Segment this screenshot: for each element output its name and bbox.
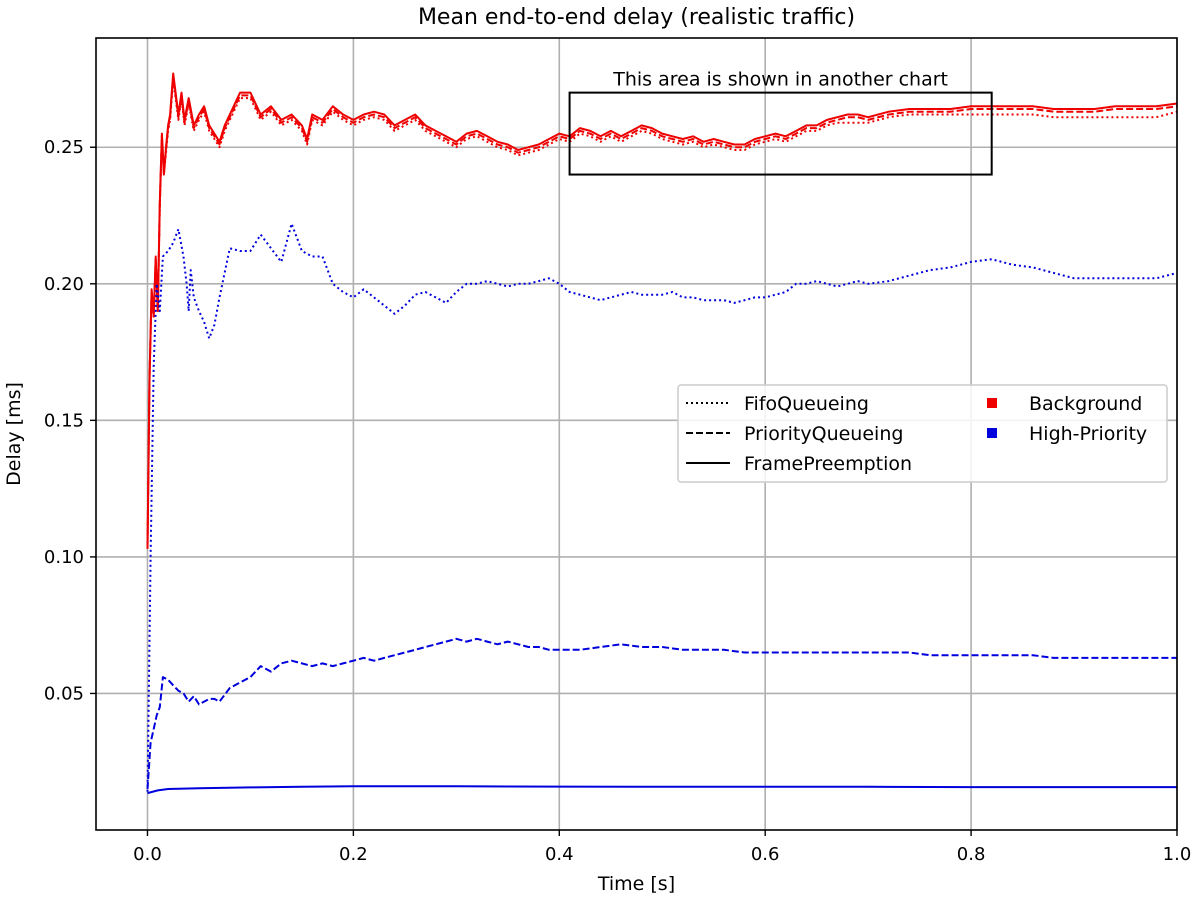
x-axis-label: Time [s]: [597, 873, 675, 895]
y-tick-label: 0.25: [44, 137, 84, 158]
axes-frame: [95, 37, 1178, 831]
legend-label-background: Background: [1029, 393, 1142, 415]
annotation-box: [568, 91, 993, 176]
x-tick-label: 0.4: [545, 844, 574, 865]
ticks: 0.0 0.2 0.4 0.6 0.8 1.0 0.05 0.10 0.15 0.20 0.25: [44, 137, 1191, 865]
y-tick-label: 0.10: [44, 547, 84, 568]
y-tick-label: 0.05: [44, 683, 84, 704]
legend: FifoQueueing PriorityQueueing FramePreem…: [677, 384, 1168, 483]
chart-title: Mean end-to-end delay (realistic traffic…: [418, 5, 855, 30]
x-tick-label: 1.0: [1163, 844, 1192, 865]
legend-frame: [677, 384, 1168, 483]
legend-label-fifo: FifoQueueing: [744, 393, 869, 415]
legend-label-high-priority: High-Priority: [1029, 423, 1147, 445]
series-line-1: [146, 75, 1178, 547]
series-line-4: [146, 637, 1177, 790]
legend-swatch-high-priority: [987, 428, 997, 438]
x-tick-label: 0.0: [133, 844, 162, 865]
plot-area: [146, 72, 1178, 795]
series-line-2: [146, 78, 1178, 549]
y-tick-label: 0.20: [44, 274, 84, 295]
y-axis-label: Delay [ms]: [3, 382, 25, 486]
grid: [96, 38, 1178, 830]
legend-label-priority: PriorityQueueing: [744, 423, 903, 445]
annotation: This area is shown in another chart: [568, 69, 993, 176]
series-line-0: [146, 72, 1178, 549]
series-line-5: [147, 785, 1177, 795]
annotation-text: This area is shown in another chart: [612, 69, 948, 91]
legend-label-preemption: FramePreemption: [744, 453, 912, 475]
y-tick-label: 0.15: [44, 410, 84, 431]
x-tick-label: 0.6: [751, 844, 780, 865]
series-line-3: [146, 222, 1178, 792]
x-tick-label: 0.2: [339, 844, 368, 865]
legend-swatch-background: [987, 398, 997, 408]
x-tick-label: 0.8: [957, 844, 986, 865]
